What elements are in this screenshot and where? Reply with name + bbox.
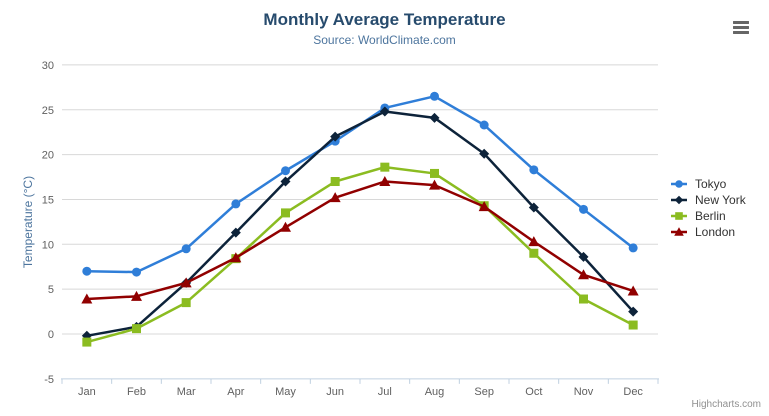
x-axis-label: Jan <box>78 386 96 398</box>
series-marker-diamond <box>528 202 539 213</box>
series-line <box>85 165 635 344</box>
legend-item-label: London <box>695 225 736 239</box>
series-marker-diamond <box>628 306 639 317</box>
legend-item-new-york[interactable]: New York <box>670 192 746 208</box>
series-marker-triangle <box>674 227 684 236</box>
legend-item-label: Berlin <box>695 209 726 223</box>
series-marker-square <box>529 248 539 258</box>
y-axis-label: -5 <box>44 374 54 386</box>
series-marker-diamond <box>230 227 241 238</box>
series-marker-circle <box>628 243 638 253</box>
series-marker-circle <box>231 199 241 209</box>
y-axis-title: Temperature (°C) <box>21 175 35 269</box>
series-line <box>85 110 635 338</box>
series-line <box>85 180 635 301</box>
x-axis-label: Oct <box>525 386 542 398</box>
series-marker-circle <box>529 165 539 175</box>
series-marker-square <box>430 168 439 178</box>
series-marker-diamond <box>280 176 291 187</box>
series-marker-circle <box>132 267 141 277</box>
series-marker-square <box>675 212 683 220</box>
legend-marker-icon <box>671 227 687 236</box>
series-marker-square <box>132 324 141 334</box>
series-london <box>81 176 639 304</box>
y-axis-label: 0 <box>48 329 54 341</box>
y-axis-label: 15 <box>42 194 54 206</box>
legend-marker-icon <box>671 212 687 220</box>
x-axis-label: Nov <box>574 386 594 398</box>
series-marker-square <box>628 320 638 330</box>
credits-link[interactable]: Highcharts.com <box>691 399 761 410</box>
series-marker-triangle <box>131 290 142 301</box>
series-marker-circle <box>82 266 92 276</box>
series-marker-diamond <box>578 251 589 262</box>
chart-title: Monthly Average Temperature <box>263 10 506 29</box>
series-marker-circle <box>430 91 439 101</box>
x-axis-label: Apr <box>227 386 244 398</box>
legend-marker-icon <box>671 180 687 188</box>
y-axis-label: 5 <box>48 284 54 296</box>
series-line <box>85 95 635 274</box>
y-axis-label: 10 <box>42 239 54 251</box>
x-axis-label: Jul <box>378 386 392 398</box>
x-axis-label: Mar <box>177 386 196 398</box>
series-marker-circle <box>181 244 191 254</box>
series-marker-diamond <box>379 106 390 117</box>
series-marker-triangle <box>429 179 440 190</box>
series-marker-triangle <box>578 269 589 280</box>
series-marker-square <box>330 177 340 187</box>
series-marker-circle <box>579 204 588 214</box>
x-axis-label: Jun <box>326 386 344 398</box>
y-axis-label: 25 <box>42 105 54 117</box>
series-marker-square <box>281 208 290 218</box>
series-marker-diamond <box>674 195 684 205</box>
export-menu-icon[interactable] <box>731 17 753 37</box>
series-marker-square <box>380 162 390 172</box>
series-marker-triangle <box>180 277 192 288</box>
x-axis-label: May <box>275 386 296 398</box>
series-marker-circle <box>675 180 683 188</box>
series-marker-triangle <box>280 221 291 232</box>
series-marker-diamond <box>330 131 341 142</box>
series-marker-circle <box>281 166 290 176</box>
legend: Tokyo New York Berlin London <box>670 176 746 240</box>
y-axis-label: 20 <box>42 150 54 162</box>
series-marker-triangle <box>329 192 341 203</box>
x-axis-label: Aug <box>425 386 445 398</box>
series-marker-circle <box>479 120 489 130</box>
series-marker-diamond <box>479 148 490 159</box>
series-new-york <box>81 106 639 341</box>
series-marker-triangle <box>230 252 242 263</box>
legend-marker-icon <box>671 195 687 205</box>
series-marker-triangle <box>528 236 540 247</box>
legend-item-tokyo[interactable]: Tokyo <box>670 176 746 192</box>
legend-item-label: New York <box>695 193 746 207</box>
series-marker-diamond <box>429 112 440 123</box>
series-marker-square <box>82 337 92 347</box>
x-axis-label: Dec <box>623 386 643 398</box>
legend-item-berlin[interactable]: Berlin <box>670 208 746 224</box>
menu-bar <box>733 20 749 24</box>
series-marker-square <box>579 294 588 304</box>
series-tokyo <box>82 91 638 277</box>
x-axis-label: Feb <box>127 386 146 398</box>
menu-bar <box>733 30 749 34</box>
series-marker-triangle <box>81 293 93 304</box>
legend-item-label: Tokyo <box>695 177 727 191</box>
legend-item-london[interactable]: London <box>670 224 746 240</box>
series-marker-triangle <box>478 201 490 212</box>
series-marker-square <box>181 298 191 308</box>
series-marker-triangle <box>627 285 639 296</box>
chart-subtitle: Source: WorldClimate.com <box>313 33 456 47</box>
y-axis-label: 30 <box>42 60 54 72</box>
menu-bar <box>733 25 749 29</box>
x-axis-label: Sep <box>474 386 494 398</box>
series-marker-triangle <box>379 176 391 187</box>
